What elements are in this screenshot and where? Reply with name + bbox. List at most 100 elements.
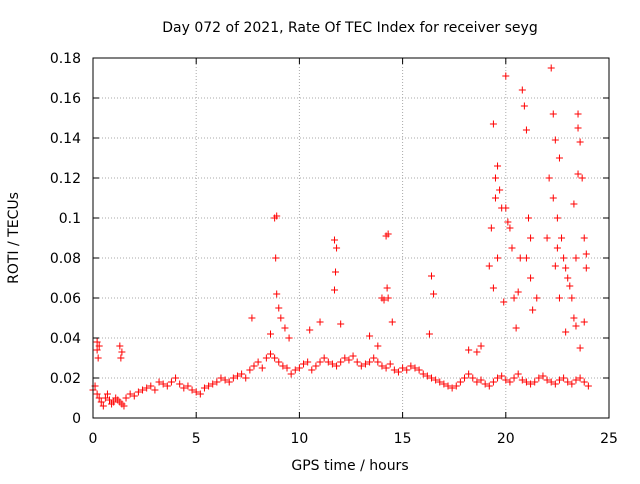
data-point [489, 284, 497, 292]
y-tick-label: 0.1 [59, 211, 81, 227]
data-point [531, 378, 539, 386]
data-point [423, 372, 431, 380]
data-point [388, 318, 396, 326]
data-point [543, 234, 551, 242]
data-point [332, 268, 340, 276]
x-axis-ticks: 0 5 10 15 20 25 [89, 58, 618, 447]
data-point [465, 370, 473, 378]
data-point [570, 200, 578, 208]
data-point [489, 378, 497, 386]
data-point [349, 352, 357, 360]
data-point [527, 234, 535, 242]
data-point [547, 64, 555, 72]
y-tick-label: 0.06 [50, 291, 81, 307]
data-point [188, 386, 196, 394]
data-point [97, 398, 105, 406]
data-point [275, 358, 283, 366]
data-point [374, 342, 382, 350]
data-point [394, 368, 402, 376]
data-point [172, 374, 180, 382]
data-point [549, 194, 557, 202]
data-point [267, 330, 275, 338]
data-point [578, 174, 586, 182]
data-point [473, 348, 481, 356]
data-point [580, 378, 588, 386]
data-point [456, 378, 464, 386]
x-tick-label: 20 [497, 431, 515, 447]
y-axis-label: ROTI / TECUs [6, 192, 22, 284]
data-point [576, 138, 584, 146]
data-point [233, 372, 241, 380]
data-point [316, 358, 324, 366]
data-point [432, 376, 440, 384]
data-point [126, 390, 134, 398]
data-point [502, 72, 510, 80]
data-point [485, 382, 493, 390]
data-point [308, 366, 316, 374]
y-tick-label: 0.14 [50, 131, 81, 147]
data-point [407, 362, 415, 370]
data-point [500, 298, 508, 306]
data-point [378, 362, 386, 370]
data-point [494, 162, 502, 170]
data-point [403, 366, 411, 374]
data-point [427, 374, 435, 382]
data-point [333, 244, 341, 252]
data-point [196, 390, 204, 398]
data-point [267, 350, 275, 358]
data-point [522, 126, 530, 134]
data-point [506, 378, 514, 386]
data-point [553, 244, 561, 252]
x-tick-label: 25 [600, 431, 618, 447]
data-point [415, 366, 423, 374]
data-point [535, 374, 543, 382]
data-point [545, 174, 553, 182]
plot-frame [92, 57, 610, 419]
data-point [560, 374, 568, 382]
data-point [370, 354, 378, 362]
data-point [566, 282, 574, 290]
data-point [258, 364, 266, 372]
data-point [570, 314, 578, 322]
data-point [580, 318, 588, 326]
data-point [155, 378, 163, 386]
data-point [469, 374, 477, 382]
data-point [316, 318, 324, 326]
data-point [427, 272, 435, 280]
data-point [209, 380, 217, 388]
data-point [93, 390, 101, 398]
data-point [555, 294, 563, 302]
data-point [110, 398, 118, 406]
data-point [512, 324, 520, 332]
data-point [473, 378, 481, 386]
data-point [238, 370, 246, 378]
data-point [564, 378, 572, 386]
data-point [337, 358, 345, 366]
data-point [254, 358, 262, 366]
data-point [572, 254, 580, 262]
data-point [430, 290, 438, 298]
data-point [229, 374, 237, 382]
data-point [361, 360, 369, 368]
data-point [440, 380, 448, 388]
data-point [134, 388, 142, 396]
data-point [120, 402, 128, 410]
data-point [380, 296, 388, 304]
data-point [324, 358, 332, 366]
data-point [514, 370, 522, 378]
data-point [192, 388, 200, 396]
y-tick-label: 0.18 [50, 51, 81, 67]
data-point [273, 212, 281, 220]
x-tick-label: 10 [290, 431, 308, 447]
data-point [139, 386, 147, 394]
data-point [562, 264, 570, 272]
data-point [498, 372, 506, 380]
data-point [491, 174, 499, 182]
data-point [419, 370, 427, 378]
data-point [176, 380, 184, 388]
data-point [582, 264, 590, 272]
data-point [529, 306, 537, 314]
data-point [242, 374, 250, 382]
data-point [584, 382, 592, 390]
data-point [574, 170, 582, 178]
